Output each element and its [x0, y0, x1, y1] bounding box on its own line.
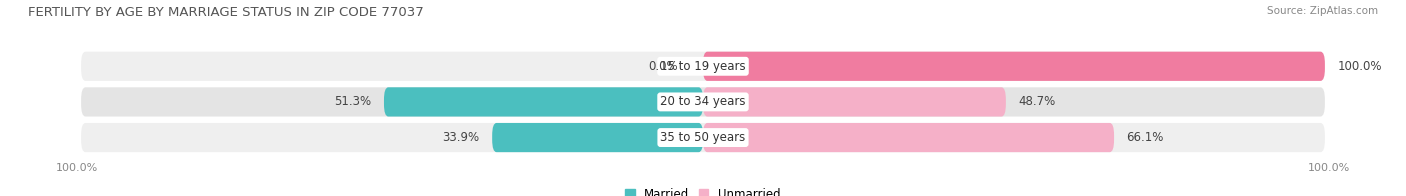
- Text: 33.9%: 33.9%: [443, 131, 479, 144]
- Text: 15 to 19 years: 15 to 19 years: [661, 60, 745, 73]
- Legend: Married, Unmarried: Married, Unmarried: [626, 188, 780, 196]
- Text: 20 to 34 years: 20 to 34 years: [661, 95, 745, 108]
- Text: FERTILITY BY AGE BY MARRIAGE STATUS IN ZIP CODE 77037: FERTILITY BY AGE BY MARRIAGE STATUS IN Z…: [28, 6, 423, 19]
- Text: 51.3%: 51.3%: [335, 95, 371, 108]
- FancyBboxPatch shape: [492, 123, 703, 152]
- FancyBboxPatch shape: [703, 87, 1005, 117]
- FancyBboxPatch shape: [82, 52, 1324, 81]
- Text: 100.0%: 100.0%: [1337, 60, 1382, 73]
- Text: 0.0%: 0.0%: [648, 60, 678, 73]
- FancyBboxPatch shape: [703, 52, 1324, 81]
- FancyBboxPatch shape: [384, 87, 703, 117]
- FancyBboxPatch shape: [703, 123, 1114, 152]
- Text: Source: ZipAtlas.com: Source: ZipAtlas.com: [1267, 6, 1378, 16]
- Text: 100.0%: 100.0%: [1308, 162, 1350, 172]
- Text: 100.0%: 100.0%: [56, 162, 98, 172]
- Text: 35 to 50 years: 35 to 50 years: [661, 131, 745, 144]
- FancyBboxPatch shape: [82, 123, 1324, 152]
- Text: 48.7%: 48.7%: [1018, 95, 1056, 108]
- FancyBboxPatch shape: [82, 87, 1324, 117]
- Text: 66.1%: 66.1%: [1126, 131, 1164, 144]
